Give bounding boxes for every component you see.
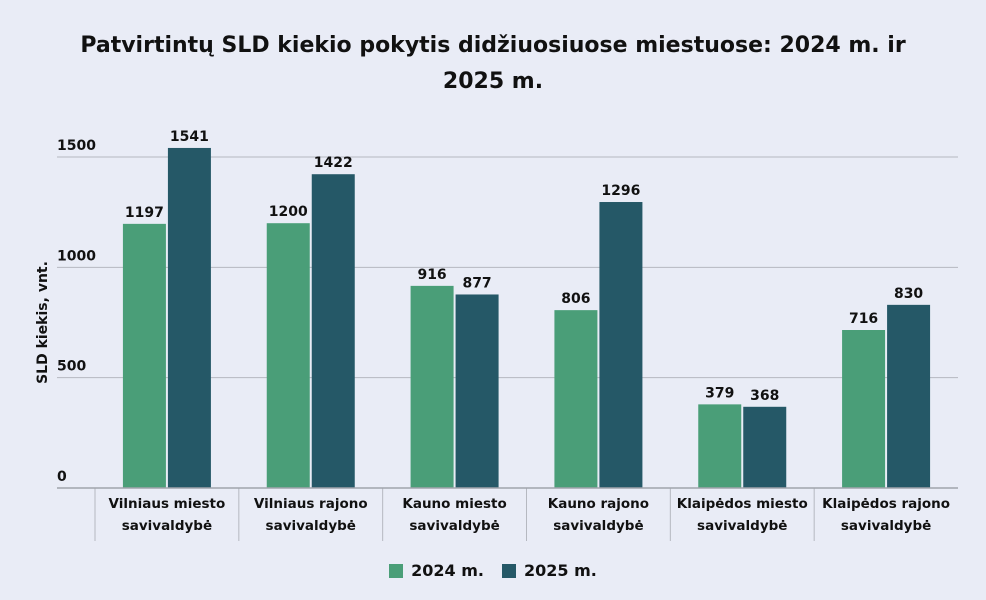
x-tick-label: Kauno rajono (548, 496, 649, 512)
x-tick-label: Kauno miesto (402, 496, 506, 512)
x-tick-label: savivaldybė (697, 518, 787, 534)
data-label: 877 (462, 275, 491, 291)
legend-swatch-2025 (502, 563, 516, 578)
data-label: 379 (705, 385, 734, 401)
legend-item-2024: 2024 m. (389, 561, 484, 580)
data-label: 1200 (269, 204, 308, 220)
data-label: 1296 (601, 183, 640, 199)
x-tick-label: savivaldybė (266, 518, 356, 534)
bar (554, 310, 598, 488)
data-label: 1422 (314, 155, 353, 171)
data-label: 830 (894, 286, 923, 302)
bar (599, 202, 643, 489)
data-label: 368 (750, 388, 779, 404)
x-tick-label: Klaipėdos rajono (822, 496, 950, 512)
x-tick-label: Klaipėdos miesto (677, 496, 808, 512)
y-tick-label: 500 (57, 359, 86, 375)
bar (455, 294, 499, 488)
y-tick-label: 1500 (57, 138, 96, 154)
legend-label-2024: 2024 m. (411, 561, 484, 580)
legend-label-2025: 2025 m. (524, 561, 597, 580)
bar (842, 330, 886, 488)
data-label: 916 (417, 267, 446, 283)
x-tick-label: Vilniaus miesto (109, 496, 226, 512)
bar (311, 174, 355, 488)
legend: 2024 m. 2025 m. (0, 561, 986, 580)
bar (743, 406, 787, 488)
y-tick-label: 0 (57, 469, 67, 485)
bar (887, 304, 931, 488)
x-tick-label: savivaldybė (553, 518, 643, 534)
legend-item-2025: 2025 m. (502, 561, 597, 580)
bar (698, 404, 742, 488)
y-axis-label: SLD kiekis, vnt. (35, 261, 51, 384)
data-label: 1541 (170, 129, 209, 145)
bar (122, 223, 166, 488)
data-label: 1197 (125, 205, 164, 221)
bar (266, 223, 310, 488)
y-tick-label: 1000 (57, 248, 96, 264)
x-tick-label: savivaldybė (122, 518, 212, 534)
x-tick-label: savivaldybė (409, 518, 499, 534)
data-label: 806 (561, 291, 590, 307)
data-label: 716 (849, 311, 878, 327)
bar (410, 285, 454, 488)
bar (167, 147, 211, 488)
legend-swatch-2024 (389, 563, 404, 578)
x-tick-label: savivaldybė (841, 518, 931, 534)
chart-title: Patvirtintų SLD kiekio pokytis didžiuosi… (80, 33, 906, 94)
x-tick-label: Vilniaus rajono (254, 496, 368, 512)
